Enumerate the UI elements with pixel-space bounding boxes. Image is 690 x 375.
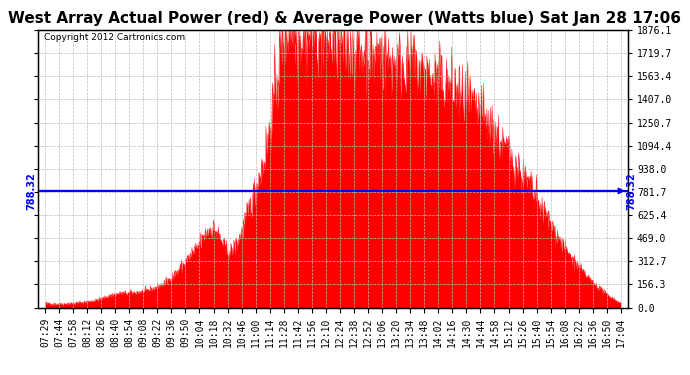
Text: West Array Actual Power (red) & Average Power (Watts blue) Sat Jan 28 17:06: West Array Actual Power (red) & Average …	[8, 11, 682, 26]
Text: Copyright 2012 Cartronics.com: Copyright 2012 Cartronics.com	[44, 33, 185, 42]
Text: 788.32: 788.32	[26, 172, 36, 210]
Text: 788.32: 788.32	[627, 172, 636, 210]
